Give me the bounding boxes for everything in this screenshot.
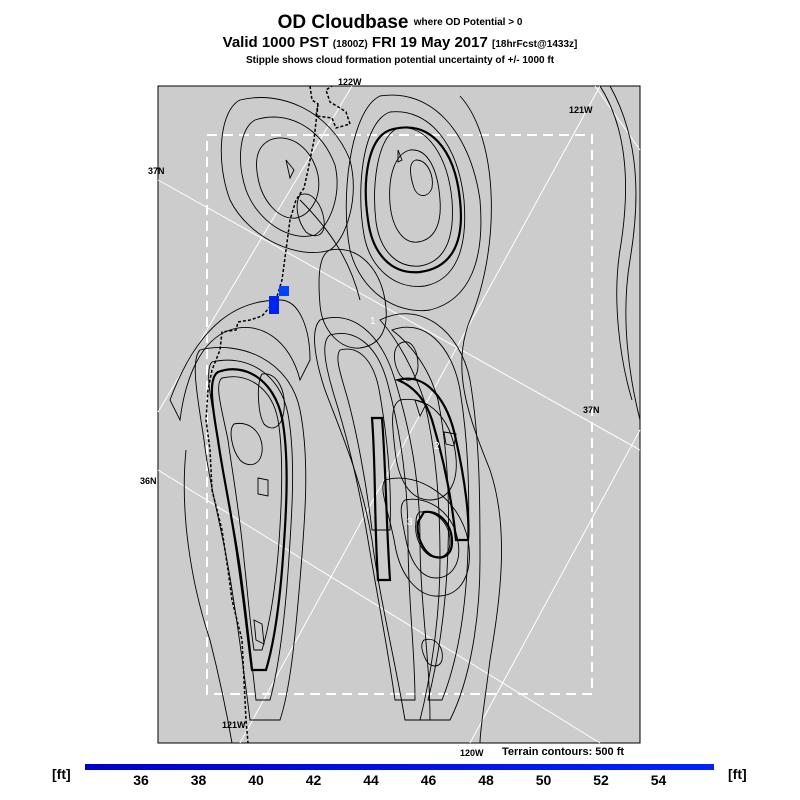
thick-contours [210,126,470,672]
cloudbase-cell [279,286,289,296]
lon-label-121w-top: 121W [569,105,593,115]
contour-label-2: 2 [434,441,440,452]
title-condition: where OD Potential > 0 [413,17,523,28]
cloudbase-cell [269,296,279,306]
title-block: OD Cloudbase where OD Potential > 0 Vali… [0,12,800,68]
valid-time: Valid 1000 PST [222,34,329,52]
domain-box [206,134,593,695]
lon-label-121w-bottom: 121W [222,720,246,730]
map-frame [157,85,641,744]
contour-label-3: 3 [407,517,413,528]
terrain-contours [169,85,641,744]
forecast-tag: [18hrFcst@1433z] [492,39,578,51]
colorbar-tick-label: 40 [248,772,264,788]
lon-label-122w: 122W [338,77,362,87]
colorbar-tick-label: 44 [363,772,379,788]
colorbar-tick-label: 42 [305,772,322,788]
cloudbase-cells [269,286,289,314]
title-line: OD Cloudbase where OD Potential > 0 [0,12,800,34]
colorbar-tick-label: 52 [593,772,609,788]
lat-label-36n: 36N [140,476,157,486]
coastline [205,85,351,744]
colorbar [85,764,714,770]
colorbar-tick-label: 36 [133,772,149,788]
colorbar-tick-label: 54 [650,772,667,788]
colorbar-tick-label: 46 [420,772,437,788]
lat-label-37n-right: 37N [583,405,600,415]
valid-line: Valid 1000 PST (1800Z) FRI 19 May 2017 [… [0,34,800,54]
lon-label-120w: 120W [460,748,484,758]
cloudbase-cell [269,306,279,314]
valid-utc: (1800Z) [332,39,368,51]
page-title: OD Cloudbase [277,12,409,34]
colorbar-tick-label: 50 [535,772,552,788]
colorbar-unit-right: [ft] [728,766,747,782]
colorbar-unit-left: [ft] [52,766,71,782]
colorbar-tick-label: 48 [478,772,494,788]
lat-label-37n-left: 37N [148,166,165,176]
stipple-note: Stipple shows cloud formation potential … [245,55,555,67]
valid-date: FRI 19 May 2017 [371,34,488,52]
contour-label-1: 1 [370,316,376,327]
terrain-note: Terrain contours: 500 ft [502,746,625,758]
colorbar-tick-label: 38 [190,772,207,788]
